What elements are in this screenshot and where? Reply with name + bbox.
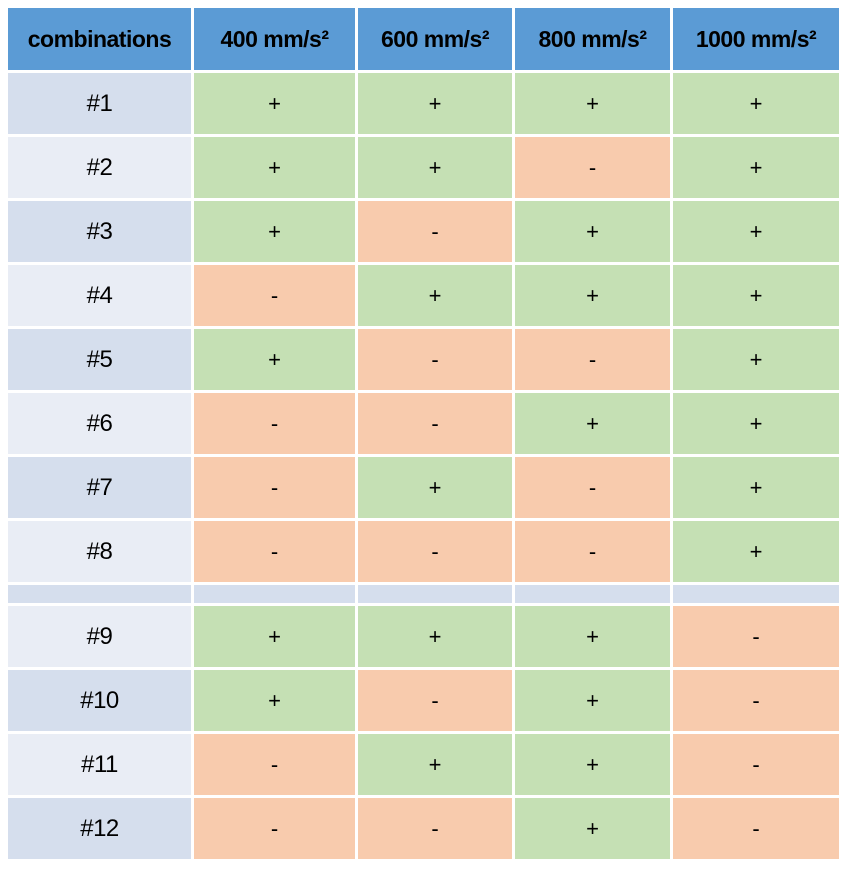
value-cell-negative: - — [515, 521, 670, 582]
value-cell-negative: - — [358, 670, 512, 731]
value-cell-positive: + — [194, 606, 355, 667]
value-cell-positive: + — [673, 521, 839, 582]
value-cell-negative: - — [515, 329, 670, 390]
value-cell-positive: + — [673, 329, 839, 390]
separator-cell — [8, 585, 191, 603]
row-label: #8 — [8, 521, 191, 582]
value-cell-positive: + — [515, 670, 670, 731]
value-cell-negative: - — [194, 798, 355, 859]
value-cell-negative: - — [194, 521, 355, 582]
row-label: #11 — [8, 734, 191, 795]
value-cell-positive: + — [358, 606, 512, 667]
header-cell-combinations: combinations — [8, 8, 191, 70]
value-cell-negative: - — [673, 734, 839, 795]
value-cell-negative: - — [515, 457, 670, 518]
table-row: #12- - + - — [8, 798, 839, 859]
value-cell-positive: + — [515, 798, 670, 859]
row-label: #2 — [8, 137, 191, 198]
row-label: #5 — [8, 329, 191, 390]
value-cell-positive: + — [673, 393, 839, 454]
value-cell-positive: + — [673, 73, 839, 134]
combinations-table: combinations 400 mm/s² 600 mm/s² 800 mm/… — [5, 5, 842, 862]
header-cell-800: 800 mm/s² — [515, 8, 670, 70]
value-cell-negative: - — [194, 457, 355, 518]
table-row: #6- - + + — [8, 393, 839, 454]
value-cell-negative: - — [194, 393, 355, 454]
value-cell-positive: + — [194, 329, 355, 390]
value-cell-negative: - — [673, 606, 839, 667]
header-row: combinations 400 mm/s² 600 mm/s² 800 mm/… — [8, 8, 839, 70]
value-cell-positive: + — [358, 734, 512, 795]
value-cell-positive: + — [515, 265, 670, 326]
separator-cell — [673, 585, 839, 603]
value-cell-negative: - — [358, 201, 512, 262]
value-cell-positive: + — [358, 137, 512, 198]
value-cell-positive: + — [515, 393, 670, 454]
value-cell-negative: - — [358, 329, 512, 390]
value-cell-positive: + — [194, 670, 355, 731]
row-label: #7 — [8, 457, 191, 518]
value-cell-positive: + — [673, 137, 839, 198]
table-row: #1 + + + + — [8, 73, 839, 134]
value-cell-positive: + — [194, 73, 355, 134]
separator-cell — [358, 585, 512, 603]
row-label: #9 — [8, 606, 191, 667]
table-row: #5 + - - + — [8, 329, 839, 390]
value-cell-negative: - — [358, 521, 512, 582]
row-label: #3 — [8, 201, 191, 262]
value-cell-positive: + — [194, 201, 355, 262]
value-cell-negative: - — [673, 670, 839, 731]
value-cell-positive: + — [673, 201, 839, 262]
value-cell-negative: - — [194, 734, 355, 795]
value-cell-negative: - — [358, 393, 512, 454]
row-label: #6 — [8, 393, 191, 454]
value-cell-negative: - — [358, 798, 512, 859]
value-cell-negative: - — [673, 798, 839, 859]
table-row: #7- + - + — [8, 457, 839, 518]
value-cell-positive: + — [358, 265, 512, 326]
header-cell-600: 600 mm/s² — [358, 8, 512, 70]
row-label: #1 — [8, 73, 191, 134]
separator-cell — [194, 585, 355, 603]
row-label: #10 — [8, 670, 191, 731]
table-body: #1 + + + + #2 + + - + #3 + - + + #4- + + + #5 + - - + #6- - + + #7- +… — [8, 73, 839, 859]
value-cell-positive: + — [358, 457, 512, 518]
row-label: #12 — [8, 798, 191, 859]
value-cell-negative: - — [515, 137, 670, 198]
value-cell-negative: - — [194, 265, 355, 326]
header-cell-400: 400 mm/s² — [194, 8, 355, 70]
value-cell-positive: + — [358, 73, 512, 134]
value-cell-positive: + — [673, 457, 839, 518]
header-cell-1000: 1000 mm/s² — [673, 8, 839, 70]
row-label: #4 — [8, 265, 191, 326]
value-cell-positive: + — [673, 265, 839, 326]
value-cell-positive: + — [515, 73, 670, 134]
value-cell-positive: + — [194, 137, 355, 198]
table-row: #4- + + + — [8, 265, 839, 326]
table-row: #9 + + + - — [8, 606, 839, 667]
value-cell-positive: + — [515, 201, 670, 262]
table-row: #8- - - + — [8, 521, 839, 582]
value-cell-positive: + — [515, 734, 670, 795]
separator-row — [8, 585, 839, 603]
table-row: #3 + - + + — [8, 201, 839, 262]
table-row: #10 + - + - — [8, 670, 839, 731]
value-cell-positive: + — [515, 606, 670, 667]
table-row: #11- + + - — [8, 734, 839, 795]
separator-cell — [515, 585, 670, 603]
table-row: #2 + + - + — [8, 137, 839, 198]
